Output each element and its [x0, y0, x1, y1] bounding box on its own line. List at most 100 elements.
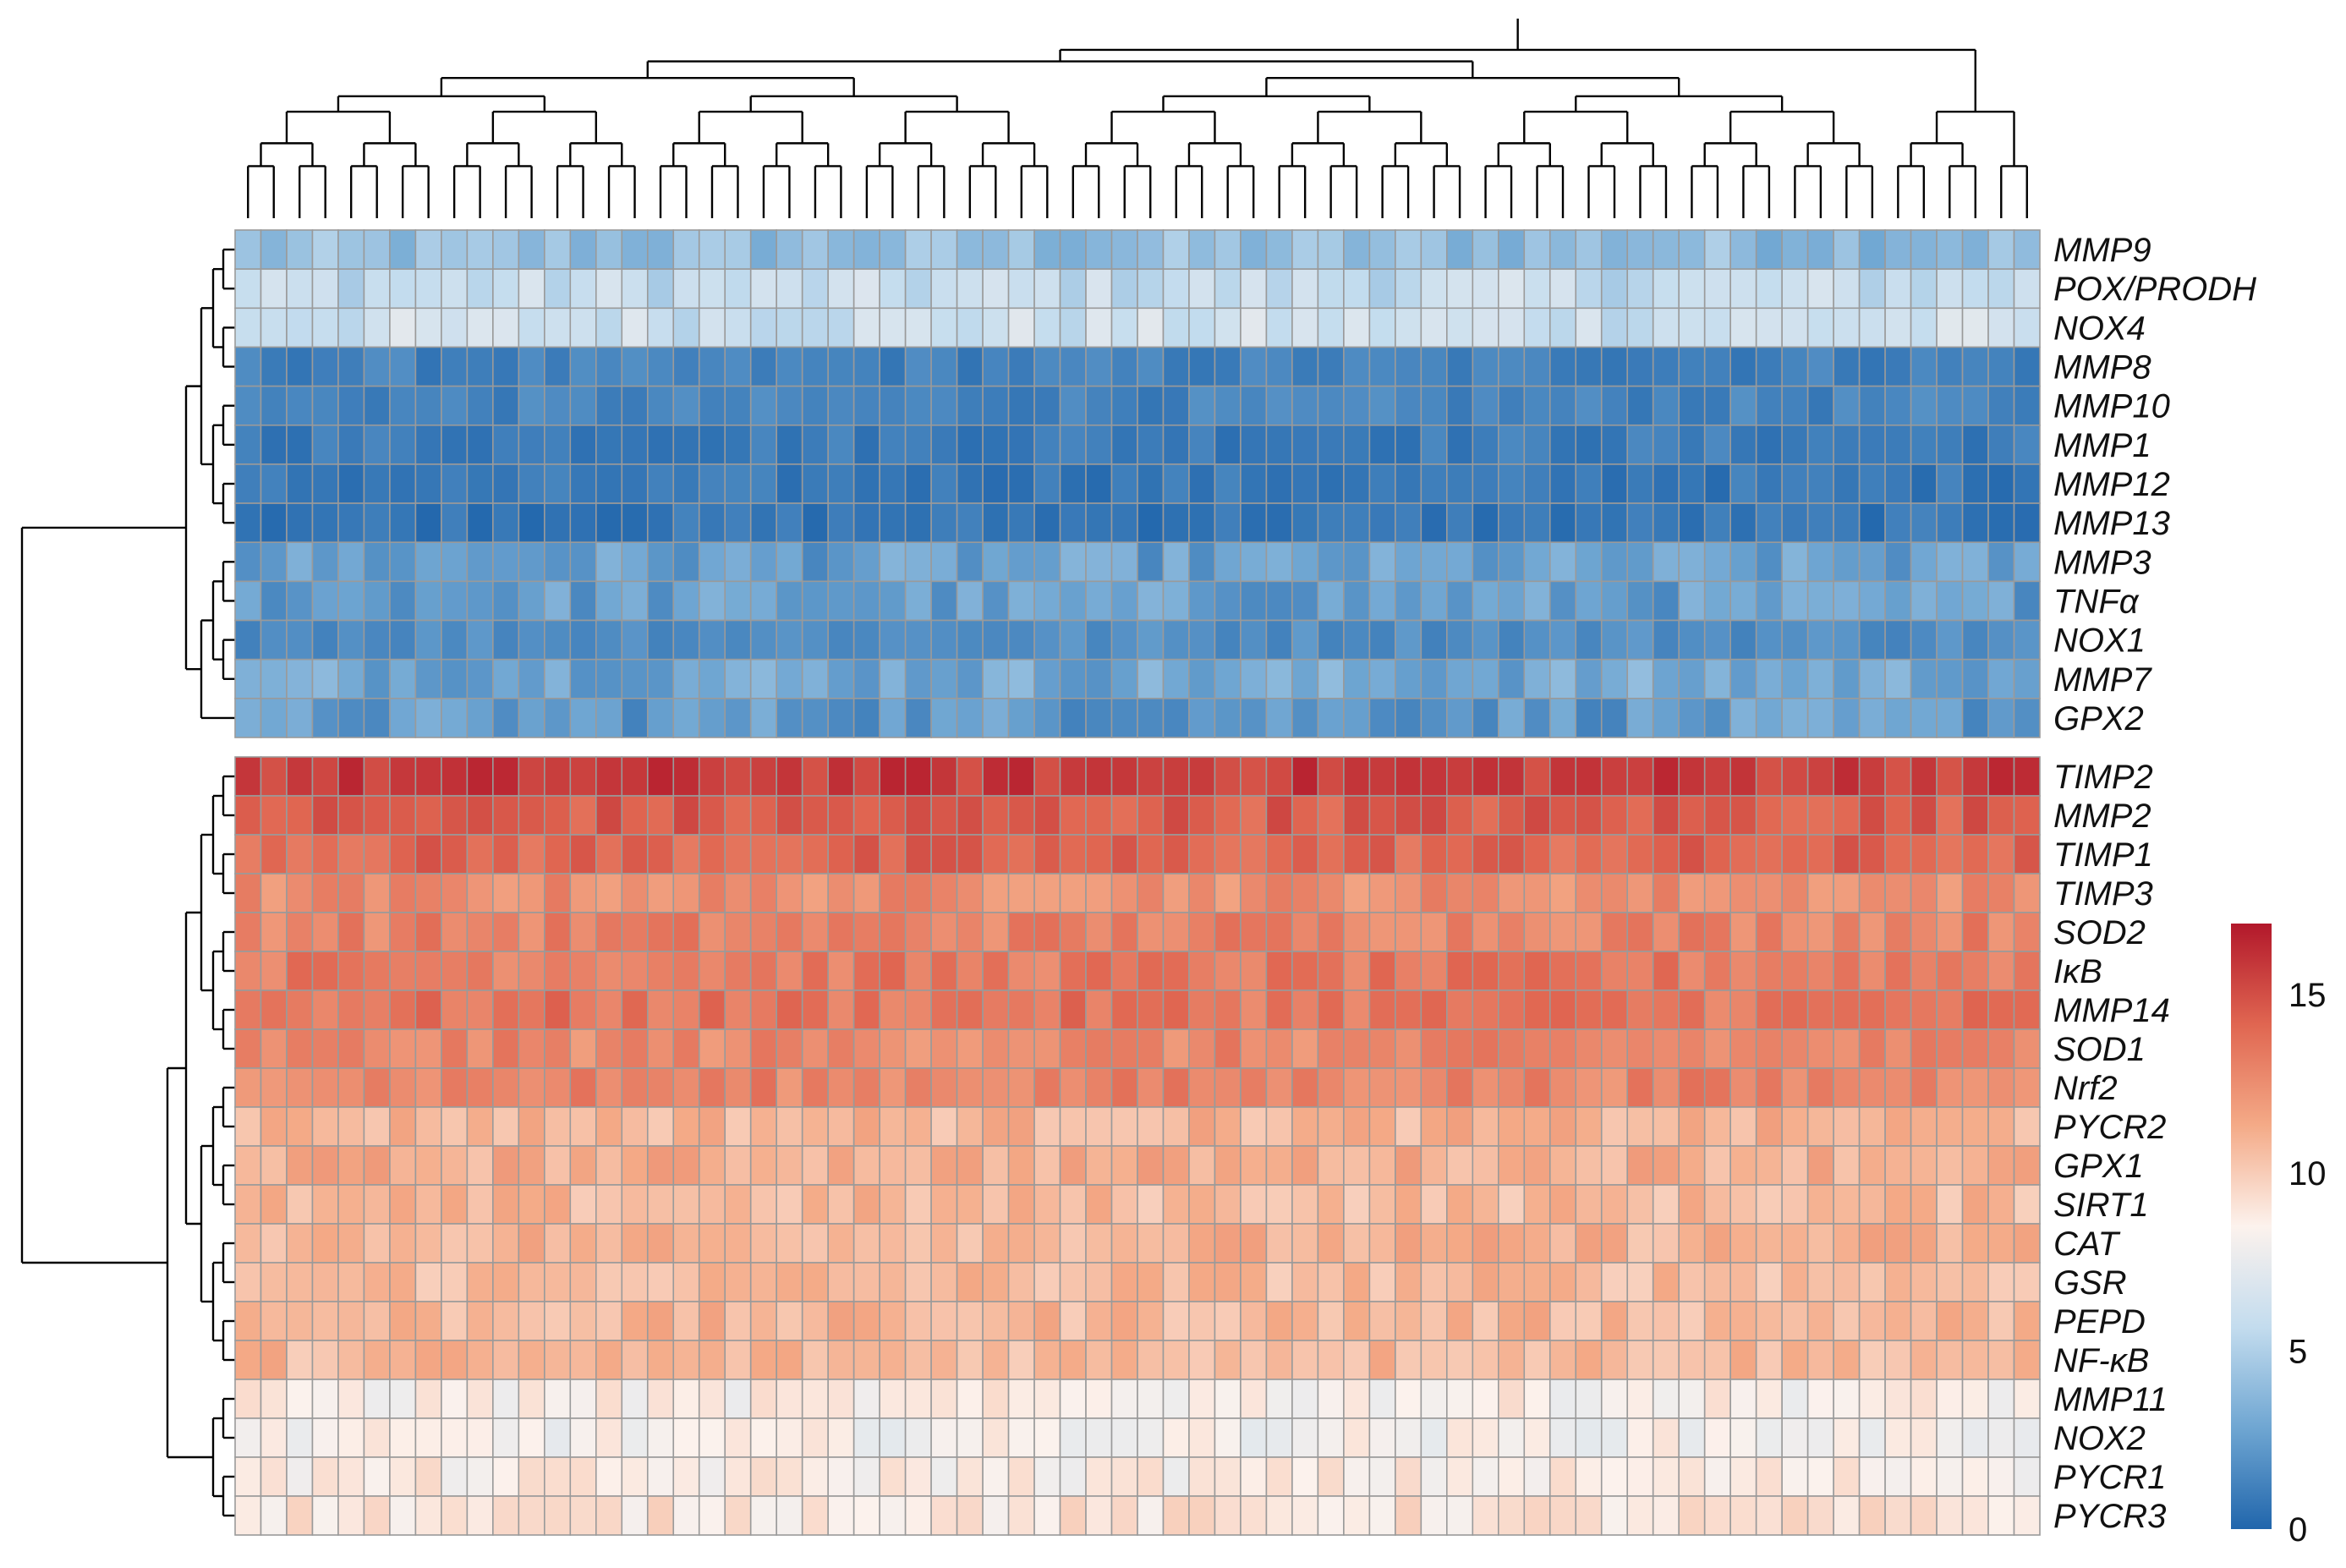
heatmap-cell — [1781, 268, 1809, 310]
heatmap-cell — [234, 1340, 262, 1380]
heatmap-cell — [1678, 1262, 1706, 1302]
heatmap-cell — [1498, 1262, 1526, 1302]
heatmap-cell — [930, 619, 958, 661]
heatmap-cell — [1961, 912, 1989, 952]
heatmap-cell — [621, 1106, 649, 1147]
heatmap-cell — [1729, 229, 1757, 270]
heatmap-cell — [621, 307, 649, 348]
heatmap-cell — [1626, 658, 1654, 699]
heatmap-cell — [904, 698, 932, 738]
heatmap-cell — [1110, 795, 1138, 836]
heatmap-cell — [852, 658, 880, 699]
heatmap-cell — [1395, 658, 1422, 699]
heatmap-cell — [1755, 346, 1783, 387]
heatmap-cell — [1033, 463, 1061, 504]
heatmap-cell — [569, 580, 597, 622]
heatmap-cell — [1291, 1495, 1319, 1536]
heatmap-cell — [363, 1495, 391, 1536]
heatmap-cell — [1110, 834, 1138, 874]
heatmap-cell — [1961, 1379, 1989, 1419]
heatmap-cell — [879, 1417, 907, 1458]
heatmap-cell — [569, 502, 597, 544]
heatmap-cell — [930, 580, 958, 622]
heatmap-cell — [1368, 1340, 1396, 1380]
heatmap-cell — [1626, 268, 1654, 310]
heatmap-cell — [749, 1301, 778, 1341]
heatmap-cell — [363, 1145, 391, 1186]
heatmap-cell — [1755, 756, 1783, 797]
heatmap-cell — [1446, 1262, 1474, 1302]
heatmap-cell — [1059, 1223, 1087, 1264]
heatmap-cell — [1729, 951, 1757, 991]
heatmap-cell — [827, 619, 855, 661]
heatmap-cell — [1110, 1495, 1138, 1536]
heatmap-cell — [879, 658, 907, 699]
heatmap-cell — [982, 1067, 1010, 1108]
heatmap-cell — [1085, 385, 1113, 426]
heatmap-cell — [956, 1028, 984, 1069]
heatmap-cell — [311, 834, 339, 874]
heatmap-cell — [1652, 1262, 1680, 1302]
heatmap-cell — [492, 385, 520, 426]
heatmap-cell — [1317, 795, 1345, 836]
heatmap-cell — [1059, 580, 1087, 622]
heatmap-cell — [1936, 698, 1964, 738]
heatmap-cell — [337, 502, 365, 544]
heatmap-cell — [544, 1223, 572, 1264]
heatmap-cell — [1291, 1379, 1319, 1419]
heatmap-cell — [1523, 1456, 1551, 1497]
heatmap-cell — [1729, 1417, 1757, 1458]
heatmap-cell — [389, 268, 417, 310]
heatmap-cell — [2013, 385, 2041, 426]
heatmap-cell — [1987, 795, 2015, 836]
heatmap-cell — [621, 795, 649, 836]
heatmap-cell — [337, 541, 365, 583]
heatmap-cell — [1548, 1145, 1577, 1186]
heatmap-cell — [1162, 756, 1190, 797]
heatmap-cell — [1936, 658, 1964, 699]
heatmap-cell — [1884, 951, 1912, 991]
heatmap-cell — [1420, 1184, 1448, 1225]
heatmap-cell — [1368, 912, 1396, 952]
heatmap-cell — [389, 834, 417, 874]
heatmap-cell — [1781, 424, 1809, 465]
heatmap-cell — [904, 1379, 932, 1419]
heatmap-cell — [260, 229, 288, 270]
heatmap-cell — [595, 795, 623, 836]
heatmap-cell — [337, 990, 365, 1030]
heatmap-cell — [621, 951, 649, 991]
heatmap-cell — [930, 1340, 958, 1380]
heatmap-cell — [1961, 873, 1989, 913]
heatmap-cell — [1317, 756, 1345, 797]
heatmap-cell — [1858, 912, 1886, 952]
heatmap-cell — [414, 834, 442, 874]
heatmap-cell — [1600, 658, 1629, 699]
heatmap-cell — [956, 698, 984, 738]
heatmap-cell — [544, 873, 572, 913]
heatmap-cell — [1884, 424, 1912, 465]
heatmap-cell — [724, 951, 752, 991]
heatmap-cell — [389, 385, 417, 426]
heatmap-cell — [1910, 1223, 1938, 1264]
heatmap-cell — [466, 1028, 494, 1069]
heatmap-cell — [337, 756, 365, 797]
heatmap-cell — [1987, 1145, 2015, 1186]
heatmap-cell — [1137, 951, 1165, 991]
heatmap-cell — [1858, 1028, 1886, 1069]
heatmap-cell — [1110, 385, 1138, 426]
heatmap-cell — [1033, 795, 1061, 836]
heatmap-cell — [1059, 268, 1087, 310]
heatmap-cell — [1188, 990, 1216, 1030]
heatmap-cell — [492, 1417, 520, 1458]
heatmap-cell — [1987, 1028, 2015, 1069]
heatmap-cell — [337, 658, 365, 699]
heatmap-cell — [1833, 1028, 1861, 1069]
heatmap-cell — [1755, 463, 1783, 504]
heatmap-cell — [1910, 1456, 1938, 1497]
heatmap-cell — [234, 1067, 262, 1108]
heatmap-cell — [827, 756, 855, 797]
heatmap-cell — [1085, 580, 1113, 622]
heatmap-cell — [544, 385, 572, 426]
heatmap-cell — [904, 463, 932, 504]
heatmap-cell — [1575, 1145, 1603, 1186]
